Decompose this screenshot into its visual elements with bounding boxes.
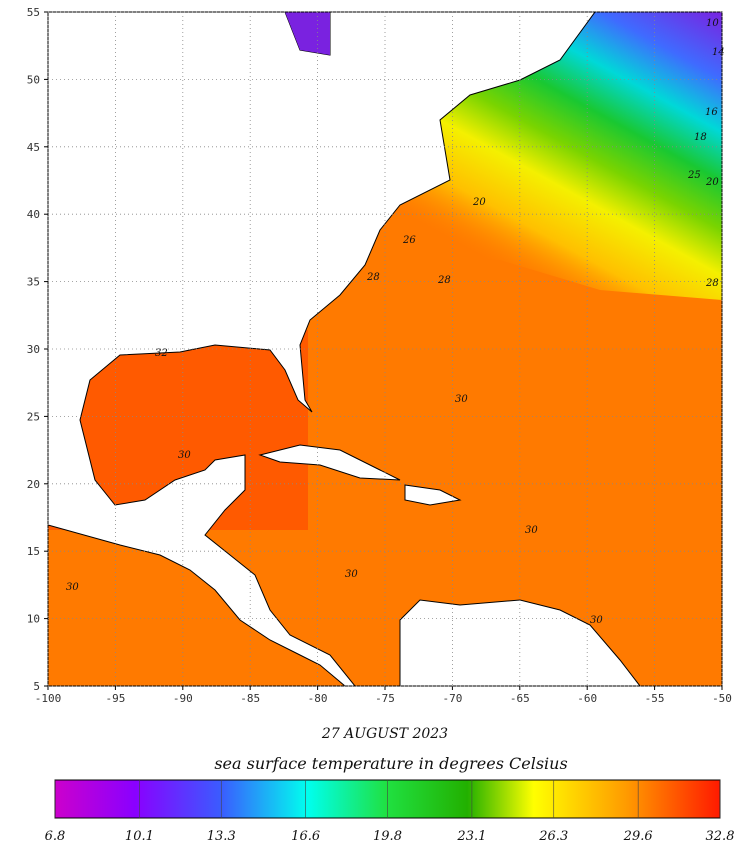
contour-label: 20	[472, 197, 486, 208]
contour-label: 20	[705, 177, 719, 188]
south-america	[399, 599, 641, 686]
north-america	[48, 12, 596, 686]
contour-label: 25	[687, 170, 701, 181]
x-tick-label: -60	[577, 692, 597, 705]
y-tick-label: 25	[27, 410, 40, 423]
x-tick-label: -90	[173, 692, 193, 705]
contour-label: 28	[366, 272, 380, 283]
colorbar-label: 10.1	[125, 829, 154, 844]
contour-label: 30	[590, 615, 603, 626]
contour-label: 28	[437, 275, 451, 286]
contour-label: 30	[66, 582, 79, 593]
x-tick-label: -95	[105, 692, 125, 705]
y-tick-label: 40	[27, 208, 40, 221]
contour-label: 10	[706, 18, 719, 29]
contour-label: 30	[455, 394, 468, 405]
contour-label: 32	[155, 348, 168, 359]
x-tick-label: -50	[712, 692, 732, 705]
y-tick-label: 30	[27, 343, 40, 356]
x-tick-label: -100	[35, 692, 62, 705]
x-tick-label: -75	[375, 692, 395, 705]
y-tick-label: 45	[27, 141, 40, 154]
y-tick-label: 20	[27, 478, 40, 491]
contour-label: 28	[705, 278, 719, 289]
y-tick-label: 35	[27, 276, 40, 289]
colorbar-label: 13.3	[207, 829, 236, 844]
date: 27 AUGUST 2023	[321, 726, 448, 742]
y-tick-label: 5	[33, 680, 40, 693]
x-tick-label: -85	[240, 692, 260, 705]
contour-label: 30	[178, 450, 191, 461]
contour-label: 18	[694, 132, 707, 143]
colorbar-label: 19.8	[373, 829, 402, 844]
y-tick-label: 55	[27, 6, 40, 19]
colorbar-label: 32.8	[706, 829, 735, 844]
x-tick-label: -55	[645, 692, 665, 705]
contour-label: 16	[705, 107, 718, 118]
contour-label: 14	[712, 47, 725, 58]
y-tick-label: 15	[27, 545, 40, 558]
colorbar-label: 6.8	[45, 829, 66, 844]
x-tick-label: -65	[510, 692, 530, 705]
colorbar-label: 29.6	[623, 829, 653, 844]
contour-label: 30	[345, 569, 358, 580]
y-tick-label: 10	[27, 613, 40, 626]
hispaniola	[404, 484, 462, 506]
contour-label: 26	[402, 235, 416, 246]
hudson-bay	[285, 12, 330, 55]
colorbar-label: 23.1	[456, 829, 486, 844]
y-tick-label: 50	[27, 73, 40, 86]
cuba	[258, 444, 401, 481]
colorbar-label: 26.3	[538, 829, 568, 844]
caption: sea surface temperature in degrees Celsi…	[214, 754, 567, 773]
x-tick-label: -70	[442, 692, 462, 705]
colorbar-label: 16.6	[291, 829, 320, 844]
contour-label: 30	[525, 525, 538, 536]
x-tick-label: -80	[308, 692, 328, 705]
